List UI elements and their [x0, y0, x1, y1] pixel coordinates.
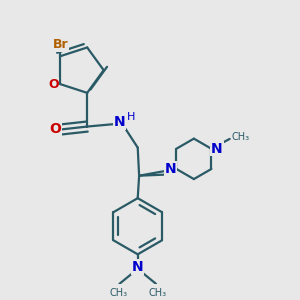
Text: N: N: [165, 162, 177, 176]
Text: H: H: [127, 112, 135, 122]
Text: O: O: [49, 122, 61, 136]
Text: CH₃: CH₃: [148, 288, 166, 298]
Text: Br: Br: [53, 38, 68, 51]
Text: N: N: [132, 260, 143, 274]
Text: O: O: [48, 78, 59, 91]
Text: CH₃: CH₃: [231, 132, 249, 142]
Text: N: N: [211, 142, 223, 156]
Text: CH₃: CH₃: [109, 288, 127, 298]
Text: N: N: [114, 115, 125, 129]
